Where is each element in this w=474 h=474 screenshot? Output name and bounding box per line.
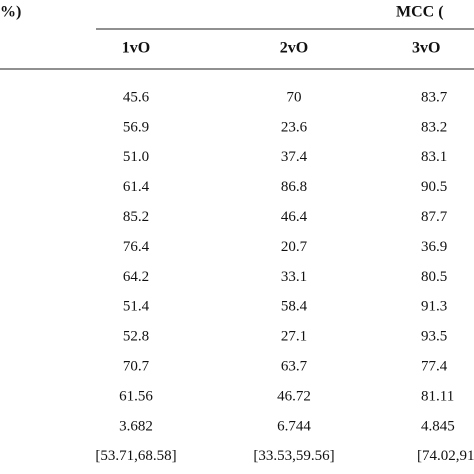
- table-cell: 85.2: [123, 209, 149, 225]
- table-cell: 87.7: [421, 209, 448, 225]
- table-cell: 20.7: [281, 239, 308, 255]
- table-cell: 64.2: [123, 269, 149, 285]
- table-cell: 63.7: [281, 359, 308, 375]
- table-cell: 46.4: [281, 209, 308, 225]
- table-cell: 46.72: [277, 388, 311, 404]
- table-cell: 6.744: [277, 418, 311, 434]
- table-cell: 83.1: [421, 149, 447, 165]
- table-cell: [74.02,91: [417, 448, 474, 464]
- table-cell: 83.2: [421, 119, 447, 135]
- column-header: 1vO: [122, 40, 150, 57]
- table-cell: 93.5: [421, 329, 447, 345]
- table-cell: 56.9: [123, 119, 149, 135]
- table-cell: 91.3: [421, 299, 447, 315]
- table-cell: 61.4: [123, 179, 150, 195]
- table-cell: 58.4: [281, 299, 308, 315]
- table-cell: 33.1: [281, 269, 307, 285]
- table-cell: 90.5: [421, 179, 447, 195]
- table-cell: 70.7: [123, 359, 150, 375]
- table-cell: 23.6: [281, 119, 308, 135]
- table-cell: 81.11: [421, 388, 454, 404]
- table-cell: 51.0: [123, 149, 149, 165]
- table-cell: 83.7: [421, 89, 448, 105]
- table-cell: 61.56: [119, 388, 153, 404]
- column-header: 3vO: [412, 40, 440, 57]
- header-group: MCC (: [396, 4, 444, 21]
- table-cell: 52.8: [123, 329, 149, 345]
- table-cell: 4.845: [421, 418, 455, 434]
- table-cell: 51.4: [123, 299, 150, 315]
- table-cell: 3.682: [119, 418, 153, 434]
- table-cell: [33.53,59.56]: [253, 448, 334, 464]
- table-cell: 45.6: [123, 89, 150, 105]
- table-cell: 86.8: [281, 179, 307, 195]
- column-header: 2vO: [280, 40, 308, 57]
- table-cell: 70: [287, 89, 302, 105]
- table-cell: 80.5: [421, 269, 447, 285]
- table-cell: 37.4: [281, 149, 308, 165]
- table-cell: 36.9: [421, 239, 447, 255]
- table-cell: 77.4: [421, 359, 448, 375]
- header-left: %): [0, 4, 21, 21]
- table-cell: 27.1: [281, 329, 307, 345]
- table-cell: [53.71,68.58]: [95, 448, 176, 464]
- table-cell: 76.4: [123, 239, 150, 255]
